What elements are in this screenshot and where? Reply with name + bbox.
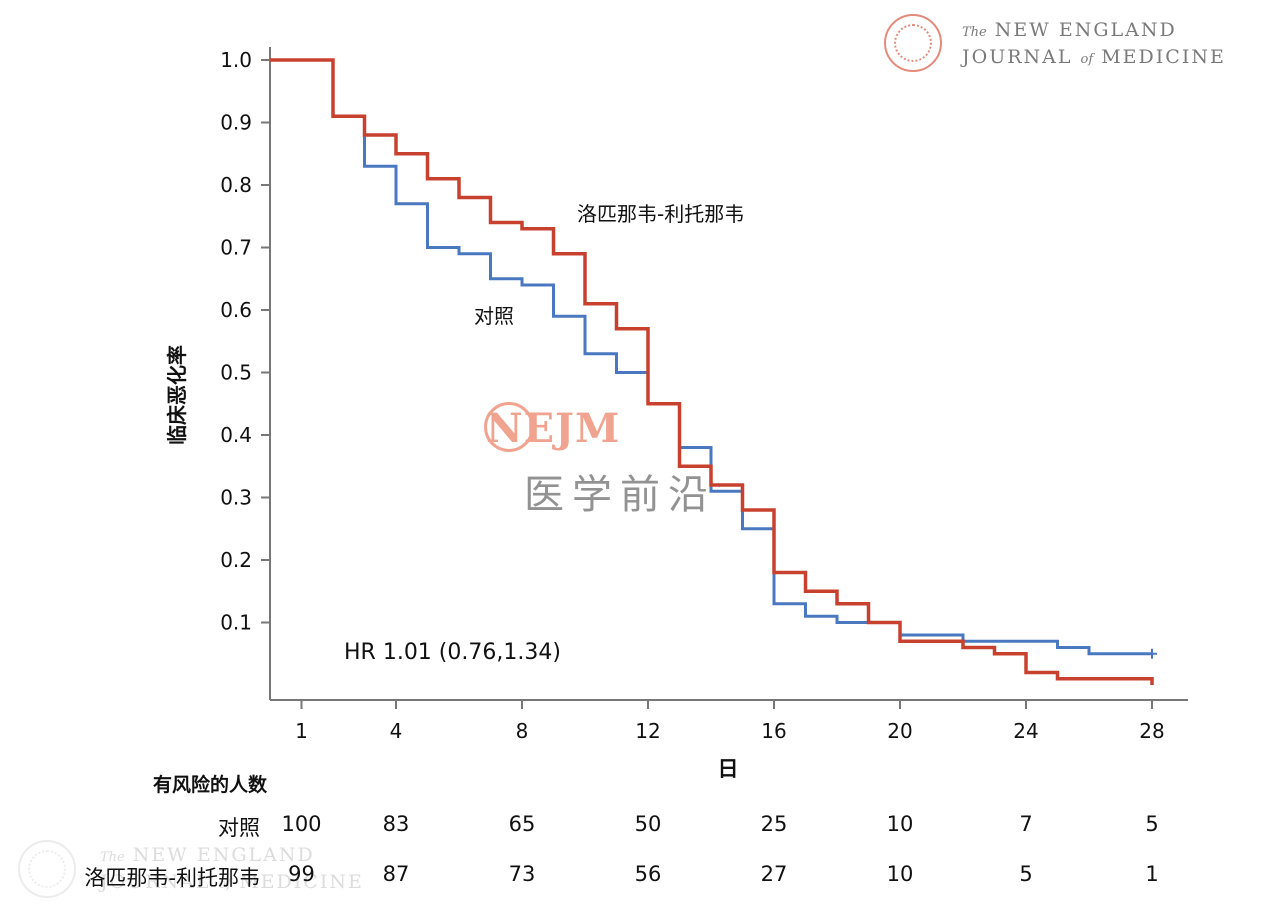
y-tick-label: 0.2 [220,548,252,572]
journal2-line1-prefix: The [100,850,125,865]
journal-line2-a: JOURNAL [962,46,1073,68]
risk-value: 73 [508,862,536,886]
series-line-lopinavir [270,58,1154,685]
journal2-line2-a: JOURNAL [100,871,211,893]
y-tick-label: 0.1 [220,611,252,635]
y-tick-label: 0.6 [220,298,252,322]
risk-value: 27 [760,862,788,886]
axes: 0.1 0.2 0.3 0.4 0.5 0.6 0.7 0.8 0.9 1.0 1 4 8 12 16 20 2… [220,47,1188,743]
nejm-seal-icon [884,14,942,72]
risk-value: 1 [1145,862,1159,886]
journal2-line2-b: MEDICINE [239,871,364,893]
y-tick-label: 0.9 [220,111,252,135]
risk-value: 25 [760,812,788,836]
risk-value: 7 [1019,812,1033,836]
risk-value: 99 [288,862,315,886]
risk-value: 10 [886,862,914,886]
risk-value: 65 [508,812,536,836]
y-tick-label: 0.8 [220,173,252,197]
nejm-seal-watermark-icon [18,840,76,898]
x-tick-label: 16 [761,719,786,743]
nejm-watermark-logo: NEJM [484,402,620,452]
hazard-ratio-annotation: HR 1.01 (0.76,1.34) [344,640,561,665]
journal-logo-watermark: The NEW ENGLAND JOURNAL of MEDICINE [100,843,364,897]
y-tick-label: 0.4 [220,423,252,447]
watermark-chinese-text: 医学前沿 [524,472,716,518]
risk-value: 100 [281,812,322,836]
risk-value: 5 [1019,862,1033,886]
x-tick-label: 20 [887,719,912,743]
series-line-control [270,58,1152,656]
x-tick-label: 28 [1139,719,1164,743]
journal-line2-of: of [1080,52,1094,67]
y-tick-label: 0.5 [220,361,252,385]
y-tick-label: 0.7 [220,236,252,260]
x-tick-label: 12 [635,719,660,743]
journal2-line2-of: of [218,877,232,892]
series-label-lopinavir: 洛匹那韦-利托那韦 [577,202,744,226]
censor-mark [1147,648,1157,659]
x-tick-label: 1 [295,719,308,743]
y-tick-label: 0.3 [220,486,252,510]
x-tick-label: 4 [390,719,403,743]
risk-row-label: 洛匹那韦-利托那韦 [84,866,260,890]
x-tick-label: 24 [1013,719,1038,743]
risk-row-label: 对照 [218,816,260,840]
journal-line2-b: MEDICINE [1101,46,1226,68]
journal2-line1: NEW ENGLAND [132,844,315,866]
risk-value: 56 [634,862,662,886]
x-axis-label: 日 [718,757,739,781]
series-group [270,58,1157,685]
y-tick-label: 1.0 [220,48,252,72]
number-at-risk-title: 有风险的人数 [153,774,268,796]
risk-value: 5 [1145,812,1159,836]
risk-value: 87 [382,862,410,886]
journal-line1-prefix: The [962,25,987,40]
y-axis-label: 临床恶化率 [165,345,189,445]
journal-logo: The NEW ENGLAND JOURNAL of MEDICINE [962,18,1226,72]
journal-line1: NEW ENGLAND [994,19,1177,41]
risk-value: 10 [886,812,914,836]
risk-value: 50 [634,812,662,836]
x-tick-label: 8 [516,719,529,743]
risk-value: 83 [382,812,410,836]
series-label-control: 对照 [474,304,514,328]
